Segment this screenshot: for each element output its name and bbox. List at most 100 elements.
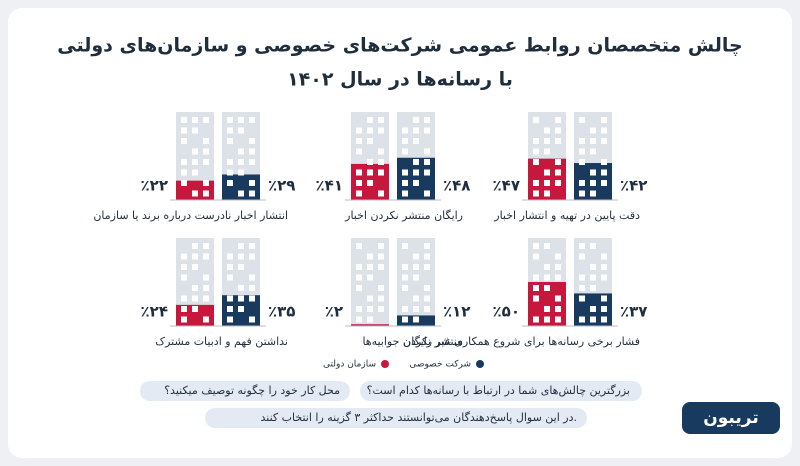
window [378,148,384,155]
value-label: ٪۳۵ [268,303,295,321]
window [544,138,550,144]
window [413,117,419,123]
window [227,264,233,270]
window [579,316,585,323]
window [590,285,596,291]
window [555,253,561,260]
window [579,285,585,291]
window [367,306,373,312]
window [192,306,198,312]
window [378,264,384,270]
window [601,180,607,186]
window [181,180,187,186]
window [356,190,362,197]
window [238,190,244,197]
window [402,148,408,155]
window [238,306,244,312]
window [402,264,408,270]
window [367,274,373,281]
window [249,285,255,291]
window [601,159,607,165]
window [413,138,419,144]
window [402,190,408,197]
window [424,159,430,165]
window [181,127,187,134]
chart-title: چالش متخصصان روابط عمومی شرکت‌های خصوصی … [57,35,742,57]
window [249,180,255,186]
window [367,316,373,323]
window [367,159,373,165]
window [590,127,596,134]
logo [682,402,780,434]
value-label: ٪۳۷ [620,303,647,321]
window [249,159,255,165]
window [555,274,561,281]
category-label: دقت پایین در تهیه و انتشار اخبار [493,209,640,222]
window [579,138,585,144]
window [590,243,596,249]
window [601,316,607,323]
window [227,295,233,302]
window [555,264,561,270]
category-label: انتشار اخبار نادرست درباره برند یا سازما… [93,209,288,222]
window [601,117,607,123]
window [590,316,596,323]
window [590,148,596,155]
window [203,148,209,155]
window [192,169,198,176]
window [227,253,233,260]
window [555,306,561,312]
note-pill [360,381,642,401]
window [227,138,233,144]
window [402,127,408,134]
window [181,306,187,312]
window [249,243,255,249]
window [249,316,255,323]
building [351,238,389,326]
category-label: نداشتن فهم و ادبیات مشترک [155,335,288,348]
window [192,127,198,134]
window [378,253,384,260]
window [544,264,550,270]
window [590,169,596,176]
legend-label: شرکت خصوصی [409,360,471,370]
window [579,180,585,186]
window [424,148,430,155]
window [590,180,596,186]
window [203,190,209,197]
window [181,264,187,270]
window [192,117,198,123]
window [555,159,561,165]
window [601,169,607,176]
window [544,274,550,281]
window [413,253,419,260]
window [555,127,561,134]
window [555,295,561,302]
window [413,295,419,302]
window [424,127,430,134]
window [238,169,244,176]
window [227,127,233,134]
window [181,295,187,302]
window [356,285,362,291]
window [227,159,233,165]
window [590,274,596,281]
window [203,243,209,249]
window [356,148,362,155]
window [249,148,255,155]
window [601,295,607,302]
window [579,274,585,281]
value-label: ٪۴۷ [493,177,520,195]
window [181,316,187,323]
note-pill [140,381,350,401]
window [249,138,255,144]
window [181,169,187,176]
value-label: ٪۴۱ [316,177,343,195]
window [356,243,362,249]
window [590,190,596,197]
window [192,285,198,291]
window [533,285,539,291]
window [378,295,384,302]
window [181,274,187,281]
window [601,127,607,134]
